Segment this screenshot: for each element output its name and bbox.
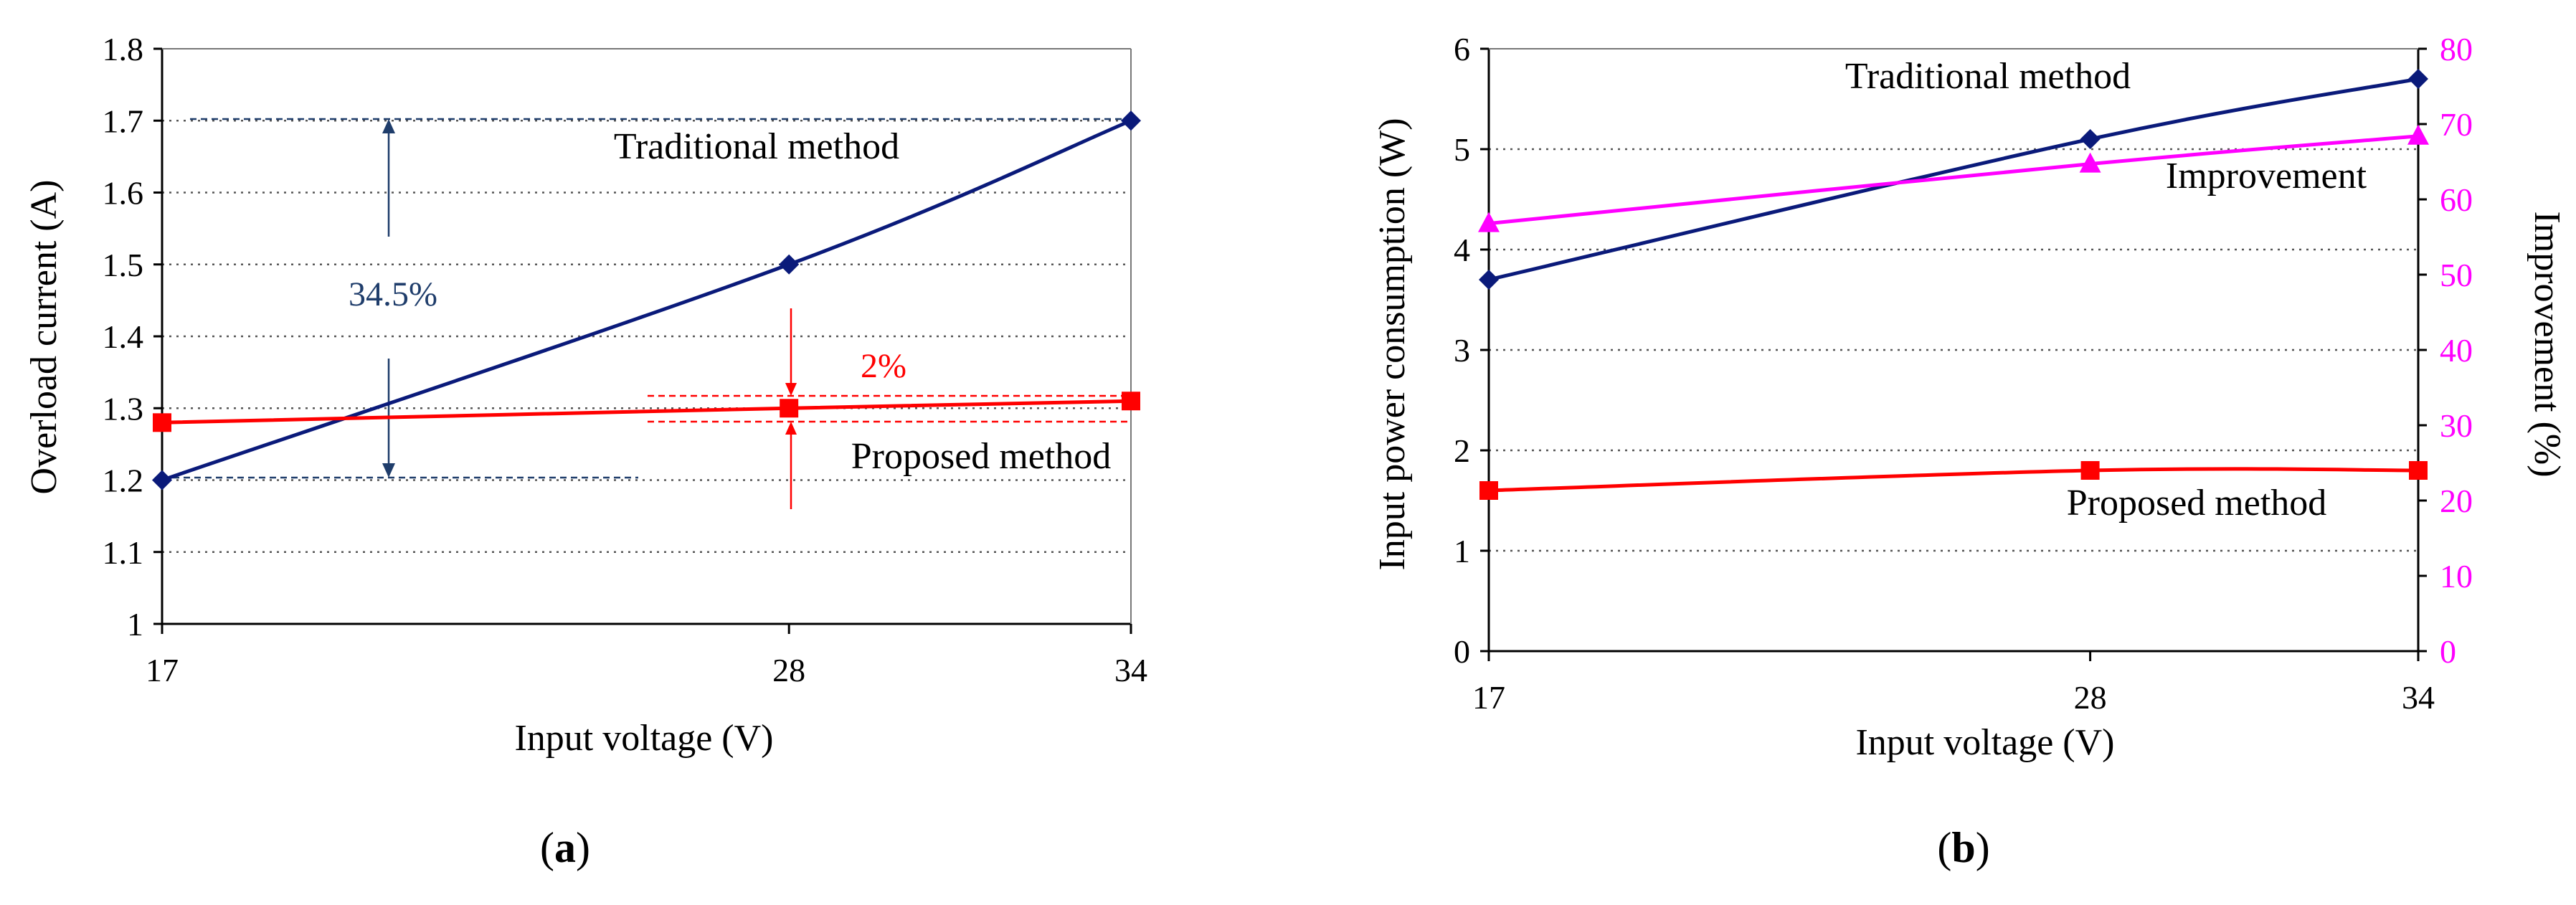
chart-b-x-axis-title: Input voltage (V) bbox=[1855, 722, 2114, 763]
y-tick-label: 0 bbox=[1454, 633, 1470, 670]
proposed-method-point bbox=[153, 413, 171, 432]
y2-tick-label: 30 bbox=[2440, 407, 2473, 444]
traditional-method-point bbox=[1121, 110, 1141, 131]
chart-b-y2-axis-title: Improvement (%) bbox=[2527, 211, 2567, 477]
y-tick-label: 1.8 bbox=[103, 31, 144, 67]
y-tick-label: 5 bbox=[1454, 131, 1470, 168]
chart-a-x-axis-title: Input voltage (V) bbox=[514, 718, 773, 759]
x-tick-label: 34 bbox=[2402, 679, 2435, 716]
traditional-spread-label: 34.5% bbox=[349, 275, 437, 313]
y2-tick-label: 50 bbox=[2440, 257, 2473, 293]
improvement-point bbox=[2407, 124, 2429, 145]
x-tick-label: 34 bbox=[1114, 652, 1147, 688]
y2-tick-label: 20 bbox=[2440, 483, 2473, 519]
proposed-method-point bbox=[780, 399, 799, 418]
traditional-method-point bbox=[1479, 270, 1499, 290]
improvement-point bbox=[2079, 152, 2101, 173]
chart-a: 1 1.1 1.2 1.3 1.4 1.5 1.6 1.7 1.8 17 28 34 34.5% 2… bbox=[24, 31, 1147, 871]
chart-b-y-ticks: 0 1 2 3 4 5 6 bbox=[1454, 31, 1489, 670]
chart-b-y-axis-title: Input power consumption (W) bbox=[1372, 118, 1413, 570]
chart-b-series-label-traditional: Traditional method bbox=[1845, 56, 2131, 97]
y2-tick-label: 10 bbox=[2440, 558, 2473, 594]
chart-a-series-label-proposed: Proposed method bbox=[851, 436, 1112, 477]
x-tick-label: 28 bbox=[772, 652, 805, 688]
chart-b-y2-ticks: 0 10 20 30 40 50 60 70 80 bbox=[2418, 31, 2473, 670]
chart-a-series-label-traditional: Traditional method bbox=[614, 126, 899, 167]
y2-tick-label: 70 bbox=[2440, 106, 2473, 143]
y-tick-label: 4 bbox=[1454, 232, 1470, 268]
y-tick-label: 1.4 bbox=[103, 318, 144, 355]
chart-a-panel-label: (a) bbox=[540, 824, 590, 871]
spread-arrow-down-head bbox=[382, 463, 395, 478]
chart-a-y-ticks: 1 1.1 1.2 1.3 1.4 1.5 1.6 1.7 1.8 bbox=[103, 31, 162, 643]
y-tick-label: 1.5 bbox=[103, 247, 144, 283]
chart-b-series-label-proposed: Proposed method bbox=[2067, 483, 2327, 523]
proposed-method-point bbox=[1479, 481, 1498, 500]
y-tick-label: 1 bbox=[1454, 533, 1470, 569]
improvement-line bbox=[1488, 134, 2419, 226]
traditional-method-point bbox=[152, 470, 172, 491]
y-tick-label: 1.1 bbox=[103, 534, 144, 571]
chart-a-y-axis-title: Overload current (A) bbox=[24, 180, 65, 495]
proposed-arrow-down-head bbox=[785, 383, 797, 396]
chart-a-x-ticks: 17 28 34 bbox=[146, 624, 1147, 688]
y2-tick-label: 80 bbox=[2440, 31, 2473, 67]
proposed-spread-label: 2% bbox=[861, 347, 906, 385]
proposed-method-line bbox=[1488, 467, 2419, 493]
y-tick-label: 6 bbox=[1454, 31, 1470, 67]
proposed-method-point bbox=[2409, 461, 2428, 480]
x-tick-label: 28 bbox=[2074, 679, 2107, 716]
y-tick-label: 1.2 bbox=[103, 463, 144, 499]
traditional-method-point bbox=[2408, 69, 2428, 89]
traditional-method-point bbox=[2080, 129, 2101, 149]
x-tick-label: 17 bbox=[146, 652, 179, 688]
y2-tick-label: 40 bbox=[2440, 332, 2473, 369]
traditional-method-point bbox=[779, 254, 800, 275]
y-tick-label: 1.3 bbox=[103, 390, 144, 427]
y2-tick-label: 0 bbox=[2440, 633, 2456, 670]
y-tick-label: 1 bbox=[127, 606, 143, 643]
y2-tick-label: 60 bbox=[2440, 181, 2473, 218]
proposed-method-point bbox=[2080, 461, 2100, 480]
chart-b-panel-label: (b) bbox=[1937, 824, 1989, 871]
improvement-point bbox=[1478, 212, 1500, 232]
chart-a-series bbox=[152, 110, 1141, 491]
chart-b-series-label-improvement: Improvement bbox=[2166, 156, 2367, 196]
y-tick-label: 3 bbox=[1454, 332, 1470, 369]
proposed-method-line bbox=[161, 399, 1132, 425]
proposed-arrow-up-head bbox=[785, 422, 797, 435]
x-tick-label: 17 bbox=[1472, 679, 1505, 716]
chart-b-series bbox=[1478, 69, 2429, 500]
y-tick-label: 1.7 bbox=[103, 103, 144, 139]
traditional-method-line bbox=[1488, 77, 2419, 282]
chart-b-x-ticks: 17 28 34 bbox=[1472, 651, 2435, 716]
y-tick-label: 2 bbox=[1454, 432, 1470, 469]
traditional-method-line bbox=[161, 118, 1132, 482]
proposed-method-point bbox=[1122, 392, 1140, 411]
spread-arrow-up-head bbox=[382, 119, 395, 133]
y-tick-label: 1.6 bbox=[103, 175, 144, 212]
